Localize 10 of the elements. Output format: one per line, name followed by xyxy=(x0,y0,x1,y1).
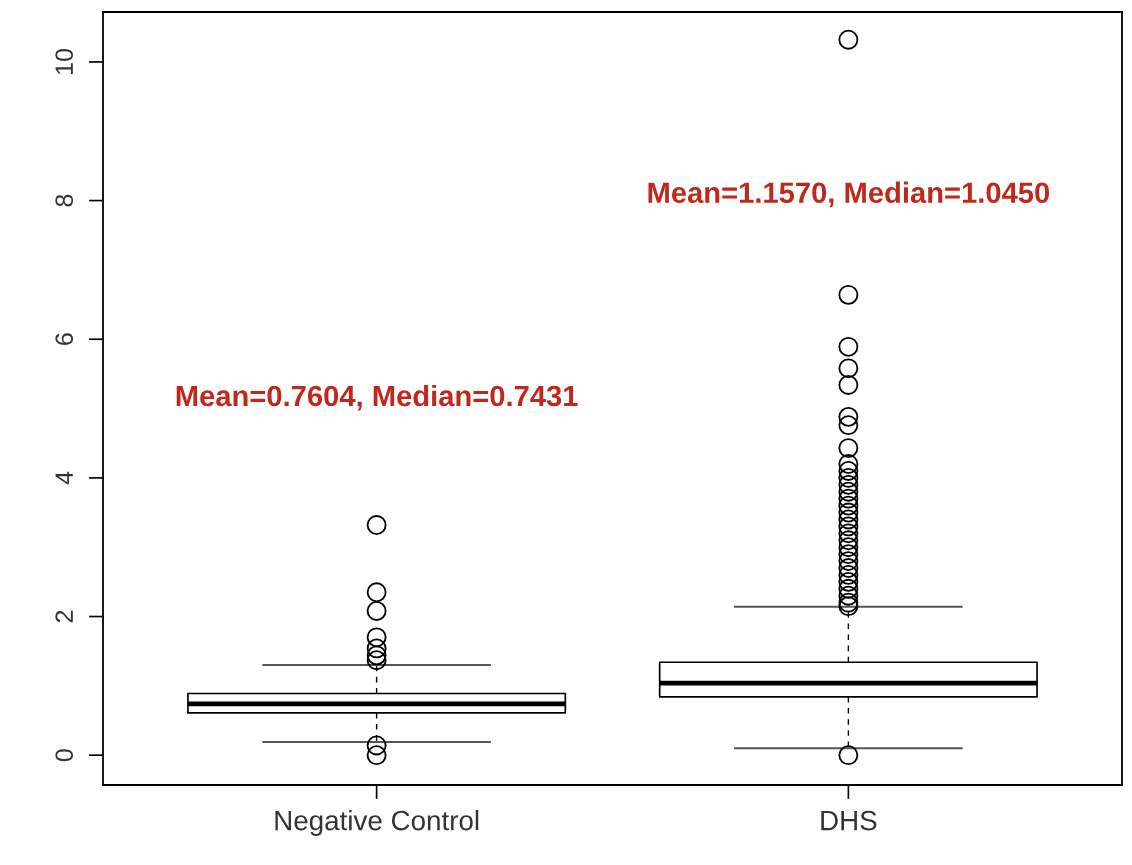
x-tick-label: DHS xyxy=(821,810,877,831)
y-tick-label: 0 xyxy=(55,749,74,762)
x-tick-label: Negative Control xyxy=(275,810,479,836)
y-tick-label: 4 xyxy=(55,471,73,485)
annotation: Mean=0.7604, Median=0.7431 xyxy=(176,384,578,411)
annotation: Mean=1.1570, Median=1.0450 xyxy=(648,181,1050,208)
y-tick-label: 10 xyxy=(55,48,74,74)
y-tick-label: 6 xyxy=(55,333,74,345)
y-tick-label: 2 xyxy=(55,610,73,623)
y-tick-label: 8 xyxy=(55,194,74,207)
